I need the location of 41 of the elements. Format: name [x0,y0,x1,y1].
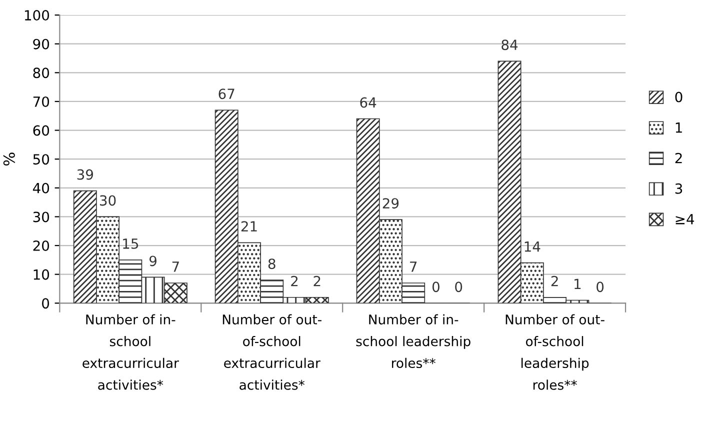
data-label: 0 [596,282,604,292]
y-tick-label: 40 [32,182,50,194]
y-tick-label: 80 [33,68,50,78]
y-tick-label: 50 [33,154,50,165]
data-label: 21 [241,221,257,232]
data-label: 9 [150,256,156,266]
y-tick-label: 70 [33,96,50,107]
x-tick-label: Number of in- school leadership roles** [356,314,470,368]
x-tick-label: Number of in- school extracurricular activities* [82,314,179,390]
data-label: 2 [291,276,298,286]
y-tick-label: 10 [34,269,50,280]
legend-label: ≥4 [676,214,694,224]
data-label: 2 [551,276,558,286]
y-tick-label: 0 [42,298,50,309]
data-label: 29 [382,198,399,209]
data-label: 1 [574,278,581,290]
data-label: 15 [123,238,138,249]
data-label: 39 [77,169,93,180]
x-tick-label: Number of out- of-school extracurricular activities* [222,314,322,390]
data-label: 2 [314,276,320,286]
y-tick-label: 100 [24,10,50,21]
data-label: 0 [455,282,462,292]
data-label: 7 [172,262,179,272]
legend-label: 3 [675,183,682,194]
data-label: 7 [410,262,417,272]
y-tick-label: 90 [33,38,50,50]
y-tick-label: 60 [33,125,50,136]
data-label: 30 [100,195,116,206]
legend-label: 2 [675,152,682,164]
data-label: 84 [502,40,518,50]
data-label: 0 [432,282,440,292]
legend-label: 0 [675,92,682,102]
y-tick-label: 20 [33,240,50,252]
y-axis-title: % [3,152,15,166]
data-label: 64 [360,97,376,108]
x-tick-label: Number of out- of-school leadership roles** [506,314,604,390]
data-label: 8 [268,258,276,270]
data-label: 67 [218,88,234,100]
legend-label: 1 [676,122,682,133]
y-tick-label: 30 [33,212,50,222]
data-label: 14 [524,241,540,252]
